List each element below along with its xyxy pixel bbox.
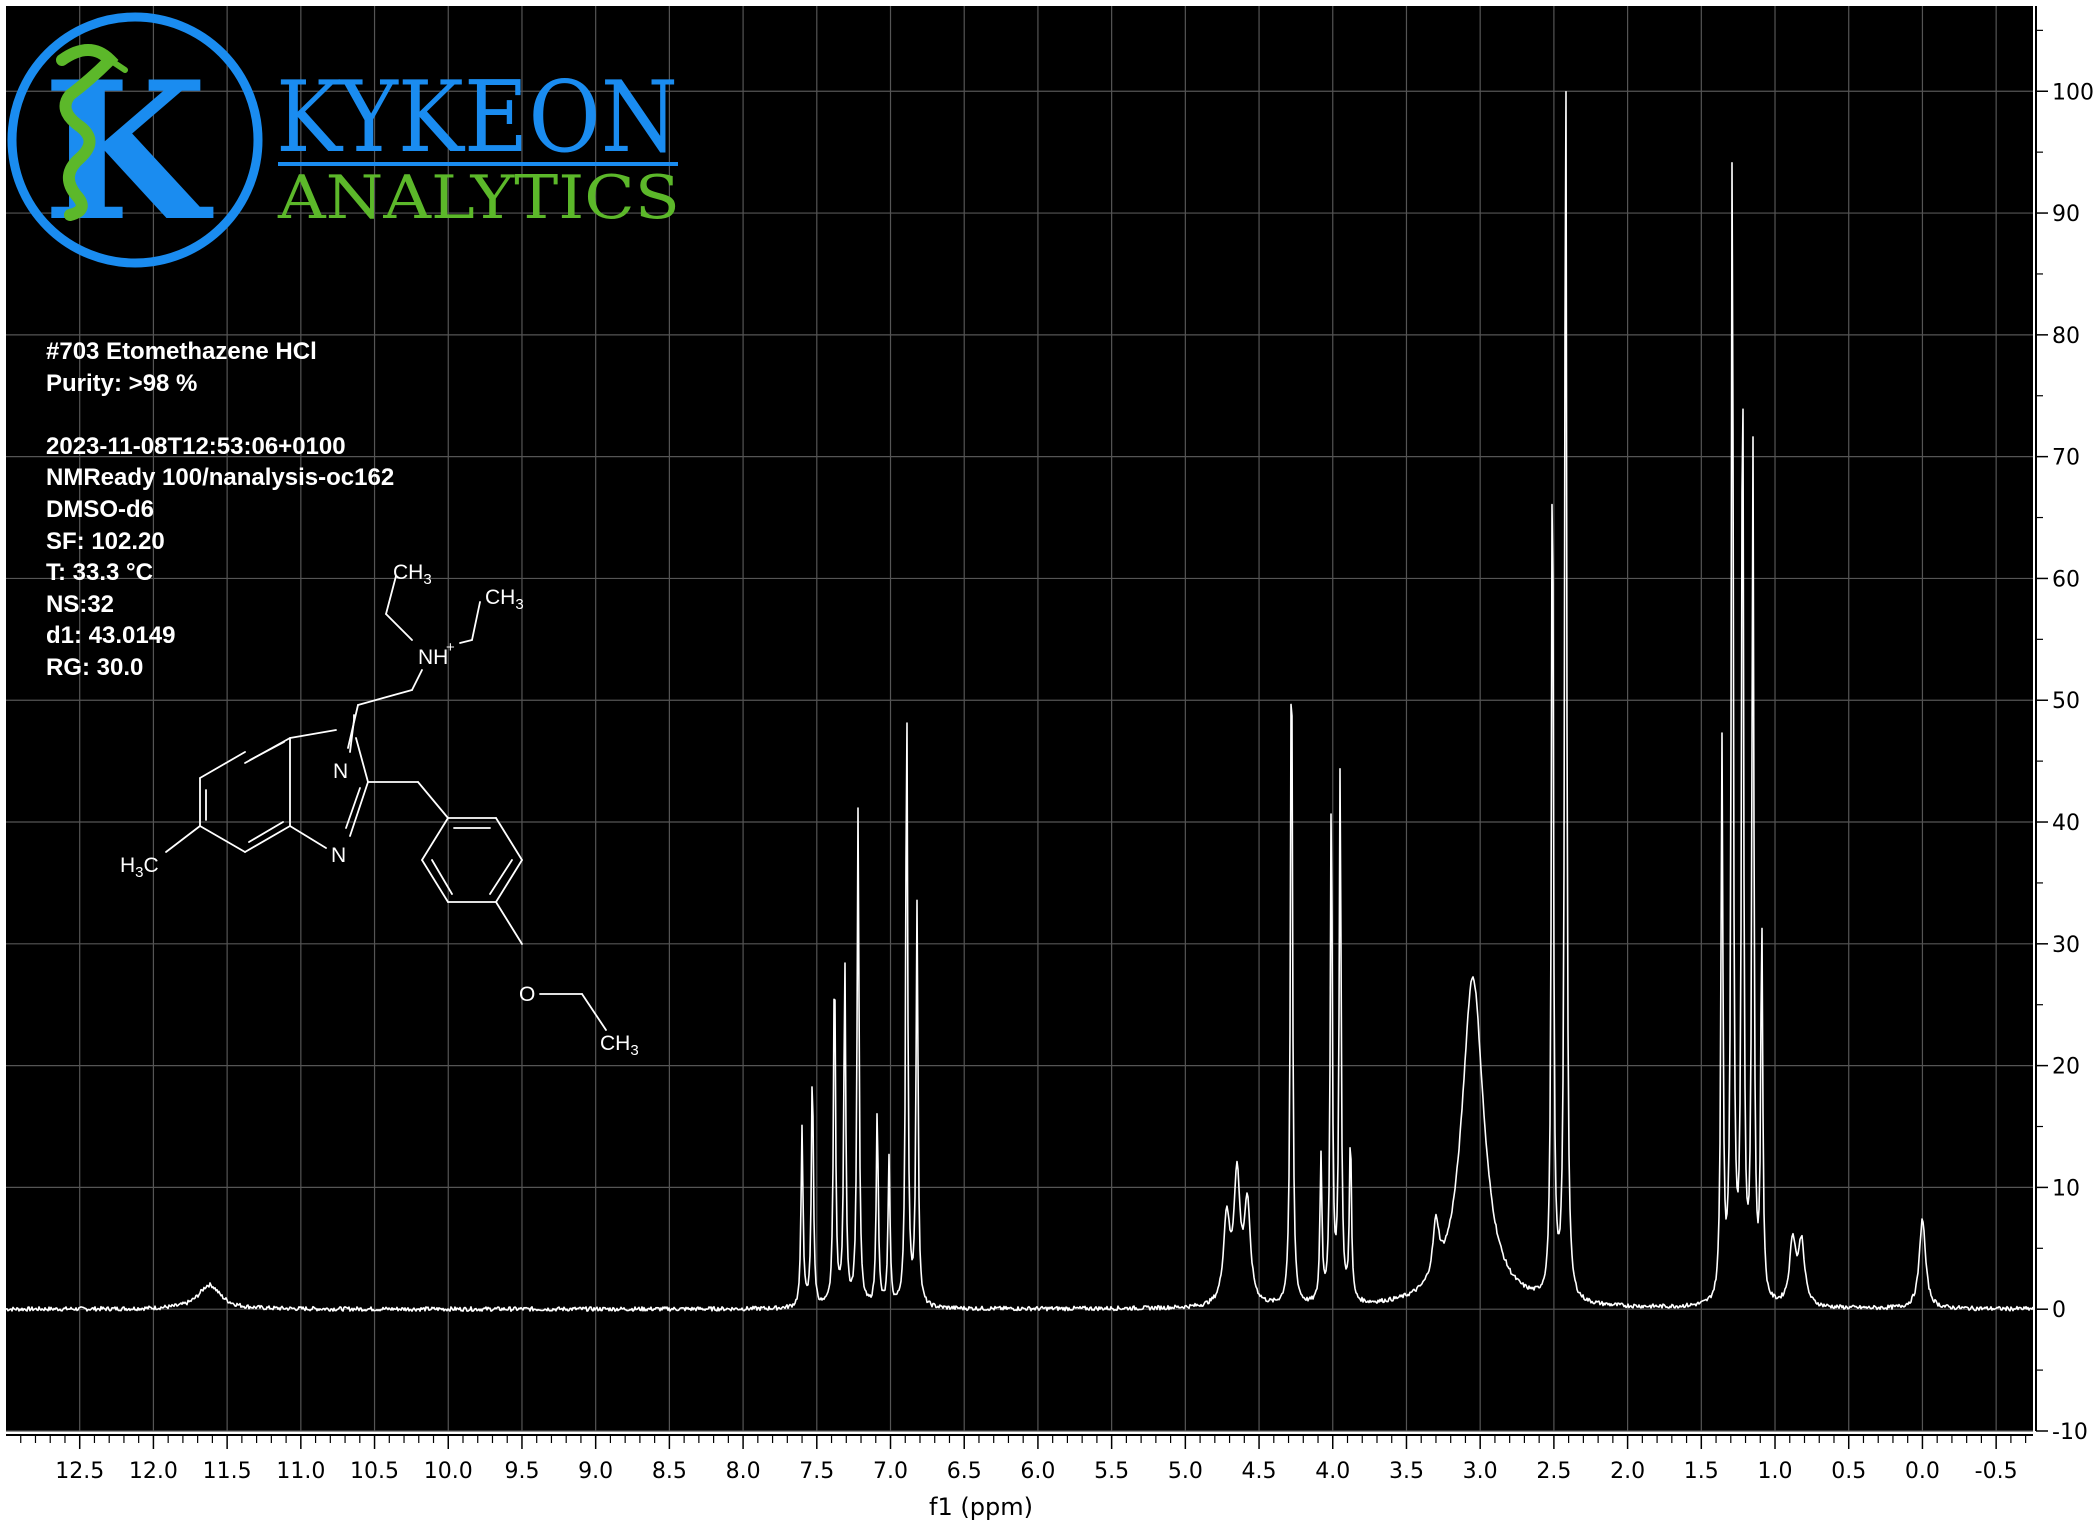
molecule-labels: CH3 CH3 NH + N N H3C O CH3 (120, 561, 639, 1059)
sample-timestamp: 2023-11-08T12:53:06+0100 (46, 432, 346, 460)
atom-label-h3c: H3C (120, 854, 159, 881)
brand-name-line2: ANALYTICS (277, 163, 680, 233)
x-tick-label: 9.0 (578, 1459, 613, 1484)
x-tick-label: 4.0 (1315, 1459, 1350, 1484)
x-tick-label: 12.5 (55, 1459, 104, 1484)
x-tick-label: 0.0 (1905, 1459, 1940, 1484)
y-tick-label: 90 (2052, 202, 2080, 227)
x-tick-label: 10.0 (424, 1459, 473, 1484)
y-tick-label: 70 (2052, 446, 2080, 471)
y-tick-label: 50 (2052, 689, 2080, 714)
x-tick-label: 8.5 (652, 1459, 687, 1484)
atom-label-ch3-bottom: CH3 (600, 1032, 639, 1059)
x-tick-label: 6.5 (947, 1459, 982, 1484)
y-tick-label: 40 (2052, 811, 2080, 836)
atom-label-nh: NH (418, 646, 448, 669)
x-tick-label: 2.0 (1610, 1459, 1645, 1484)
logo-circle (7, 12, 263, 268)
spectrum-line (5, 90, 2034, 1312)
atom-label-plus: + (446, 639, 455, 656)
sample-info-block: #703 Etomethazene HCl Purity: >98 % 2023… (46, 336, 394, 684)
x-tick-label: 5.5 (1094, 1459, 1129, 1484)
atom-label-ch3-top: CH3 (393, 561, 432, 588)
x-tick-label: 0.5 (1831, 1459, 1866, 1484)
x-tick-label: 11.0 (276, 1459, 325, 1484)
brand-name-line1: KYKEON (276, 61, 678, 175)
grid-lines (6, 6, 2033, 1432)
x-tick-label: 1.0 (1758, 1459, 1793, 1484)
x-tick-label: 7.0 (873, 1459, 908, 1484)
sample-purity: Purity: >98 % (46, 369, 198, 397)
y-tick-label: 0 (2052, 1298, 2066, 1323)
x-tick-label: 1.5 (1684, 1459, 1719, 1484)
sample-sf: SF: 102.20 (46, 527, 165, 555)
molecule-structure (165, 575, 607, 1031)
y-tick-label: 30 (2052, 933, 2080, 958)
atom-label-o: O (519, 983, 535, 1006)
x-tick-label: 12.0 (129, 1459, 178, 1484)
x-axis-label: f1 (ppm) (929, 1493, 1033, 1521)
x-tick-label: 3.5 (1389, 1459, 1424, 1484)
x-tick-label: 6.0 (1020, 1459, 1055, 1484)
x-tick-label: -0.5 (1975, 1459, 2018, 1484)
plot-background (6, 6, 2033, 1431)
sample-title: #703 Etomethazene HCl (46, 338, 317, 365)
x-tick-label: 8.0 (726, 1459, 761, 1484)
x-tick-label: 3.0 (1463, 1459, 1498, 1484)
atom-label-n3: N (331, 844, 346, 867)
sample-temperature: T: 33.3 °C (46, 559, 153, 587)
sample-ns: NS:32 (46, 590, 115, 618)
sample-solvent: DMSO-d6 (46, 495, 154, 523)
x-tick-label: 7.5 (799, 1459, 834, 1484)
y-tick-label: 10 (2052, 1176, 2080, 1201)
sample-rg: RG: 30.0 (46, 653, 144, 681)
sample-instrument: NMReady 100/nanalysis-oc162 (46, 464, 395, 492)
y-tick-label: 80 (2052, 324, 2080, 349)
y-tick-label: 60 (2052, 567, 2080, 592)
y-tick-label: 100 (2052, 80, 2094, 105)
spacer (46, 399, 394, 431)
x-tick-label: 2.5 (1536, 1459, 1571, 1484)
atom-label-n1: N (333, 760, 348, 783)
x-tick-label: 5.0 (1168, 1459, 1203, 1484)
x-tick-label: 11.5 (203, 1459, 252, 1484)
y-tick-label: -10 (2052, 1420, 2088, 1445)
x-tick-label: 10.5 (350, 1459, 399, 1484)
x-tick-label: 9.5 (504, 1459, 539, 1484)
y-axis: -10 0 10 20 30 40 50 60 70 80 90 100 (2035, 6, 2094, 1445)
sample-d1: d1: 43.0149 (46, 622, 176, 650)
atom-label-ch3-right: CH3 (485, 586, 524, 613)
kykeon-logo: K KYKEON ANALYTICS (7, 12, 680, 268)
snake-staff-icon (56, 44, 128, 221)
logo-k-letter: K (42, 40, 213, 263)
y-tick-label: 20 (2052, 1055, 2080, 1080)
x-tick-label: 4.5 (1242, 1459, 1277, 1484)
x-axis: 12.5 12.0 11.5 11.0 10.5 10.0 9.5 9.0 8.5 8.0 7.5 7… (6, 1434, 2033, 1484)
